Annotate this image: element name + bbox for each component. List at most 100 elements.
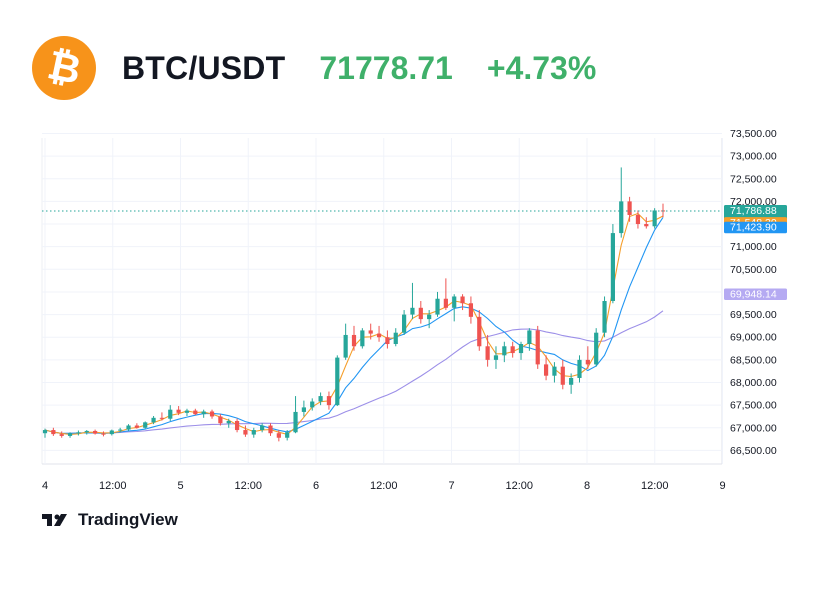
y-tick-label: 68,000.00 [730, 377, 777, 389]
y-tick-label: 67,000.00 [730, 422, 777, 434]
y-tick-label: 66,500.00 [730, 445, 777, 457]
candle-body [268, 425, 273, 434]
candle-body [410, 307, 415, 315]
candle-body [468, 303, 474, 317]
candle-body [310, 401, 315, 408]
y-tick-label: 73,500.00 [730, 128, 777, 140]
candle-body [460, 296, 465, 304]
candle-body [84, 430, 89, 433]
candle-body [527, 330, 532, 345]
candle-body [335, 357, 340, 406]
last-price: 71778.71 [319, 49, 453, 86]
x-tick-label: 4 [42, 480, 48, 492]
candle-body [184, 410, 190, 413]
candle-body [159, 417, 165, 419]
price-label-box [724, 221, 787, 234]
candle-body [510, 346, 515, 354]
candle-body [402, 314, 407, 333]
candle-body [318, 396, 323, 402]
candle-body [109, 430, 114, 435]
candle-body [427, 314, 432, 320]
candle-body [594, 332, 599, 365]
x-tick-label: 12:00 [99, 480, 127, 492]
candle-body [560, 366, 565, 385]
candle-body [209, 411, 215, 417]
x-tick-label: 12:00 [234, 480, 262, 492]
candle-body [644, 224, 649, 227]
candle-body [134, 425, 139, 428]
candle-body [301, 407, 306, 412]
candle-body [360, 330, 365, 347]
x-tick-label: 8 [584, 480, 590, 492]
y-tick-label: 72,000.00 [730, 196, 777, 208]
candle-body [652, 210, 657, 227]
pair-symbol: BTC/USDT [122, 49, 286, 86]
x-tick-label: 7 [448, 480, 454, 492]
candle-body [193, 410, 198, 415]
tradingview-name: TradingView [78, 510, 178, 529]
candle-body [151, 417, 156, 423]
candle-body [385, 337, 390, 345]
candle-body [585, 359, 590, 365]
price-label-text: 71,423.90 [730, 222, 777, 234]
y-tick-label: 67,500.00 [730, 400, 777, 412]
y-tick-label: 70,500.00 [730, 264, 777, 276]
price-change: +4.73% [486, 49, 597, 86]
x-tick-label: 12:00 [370, 480, 398, 492]
y-tick-label: 69,500.00 [730, 309, 777, 321]
tradingview-logo-icon [42, 514, 67, 526]
price-label-text: 71,786.88 [730, 205, 777, 217]
y-tick-label: 68,500.00 [730, 354, 777, 366]
bitcoin-icon: ₿ [32, 36, 96, 100]
candle-body [126, 425, 131, 430]
candle-body [435, 298, 440, 315]
candle-body [619, 201, 624, 234]
candle-body [260, 425, 265, 431]
ma-slow-line [44, 310, 664, 434]
candle-body [67, 433, 73, 436]
candle-body [93, 430, 98, 434]
candle-body [276, 433, 281, 438]
candle-body [226, 420, 231, 424]
tradingview-brand[interactable]: TradingView [42, 510, 178, 530]
candle-body [577, 359, 582, 378]
candle-body [518, 344, 524, 354]
candle-body [602, 301, 607, 333]
candle-body [168, 409, 173, 419]
candle-body [343, 334, 348, 358]
candle-body [368, 330, 373, 334]
candle-body [143, 422, 148, 428]
candle-body [243, 430, 248, 435]
candle-body [443, 298, 448, 308]
x-tick-label: 6 [313, 480, 319, 492]
y-tick-label: 73,000.00 [730, 151, 777, 163]
price-label-box [724, 288, 787, 301]
candle-body [393, 332, 398, 345]
candle-body [376, 333, 382, 338]
candle-body [452, 296, 457, 308]
candle-body [285, 432, 290, 438]
candle-body [51, 430, 56, 435]
header: ₿ BTC/USDT 71778.71 +4.73% [32, 36, 596, 100]
x-tick-label: 5 [177, 480, 183, 492]
candle-body [176, 409, 181, 413]
candle-body [234, 420, 240, 431]
y-tick-label: 72,500.00 [730, 173, 777, 185]
candle-body [485, 346, 490, 360]
candle-body [326, 396, 332, 406]
candle-body [118, 429, 123, 431]
price-label-text: 69,948.14 [730, 289, 777, 301]
candle-body [502, 346, 507, 356]
candle-body [42, 430, 48, 434]
candle-body [76, 432, 81, 434]
candle-body [293, 411, 298, 433]
x-tick-label: 12:00 [505, 480, 533, 492]
candle-body [351, 334, 357, 347]
candle-body [201, 411, 206, 415]
y-tick-label: 71,000.00 [730, 241, 777, 253]
x-tick-label: 9 [719, 480, 725, 492]
candle-body [543, 364, 549, 376]
ma-mid-line [44, 217, 664, 435]
candle-body [218, 416, 223, 424]
